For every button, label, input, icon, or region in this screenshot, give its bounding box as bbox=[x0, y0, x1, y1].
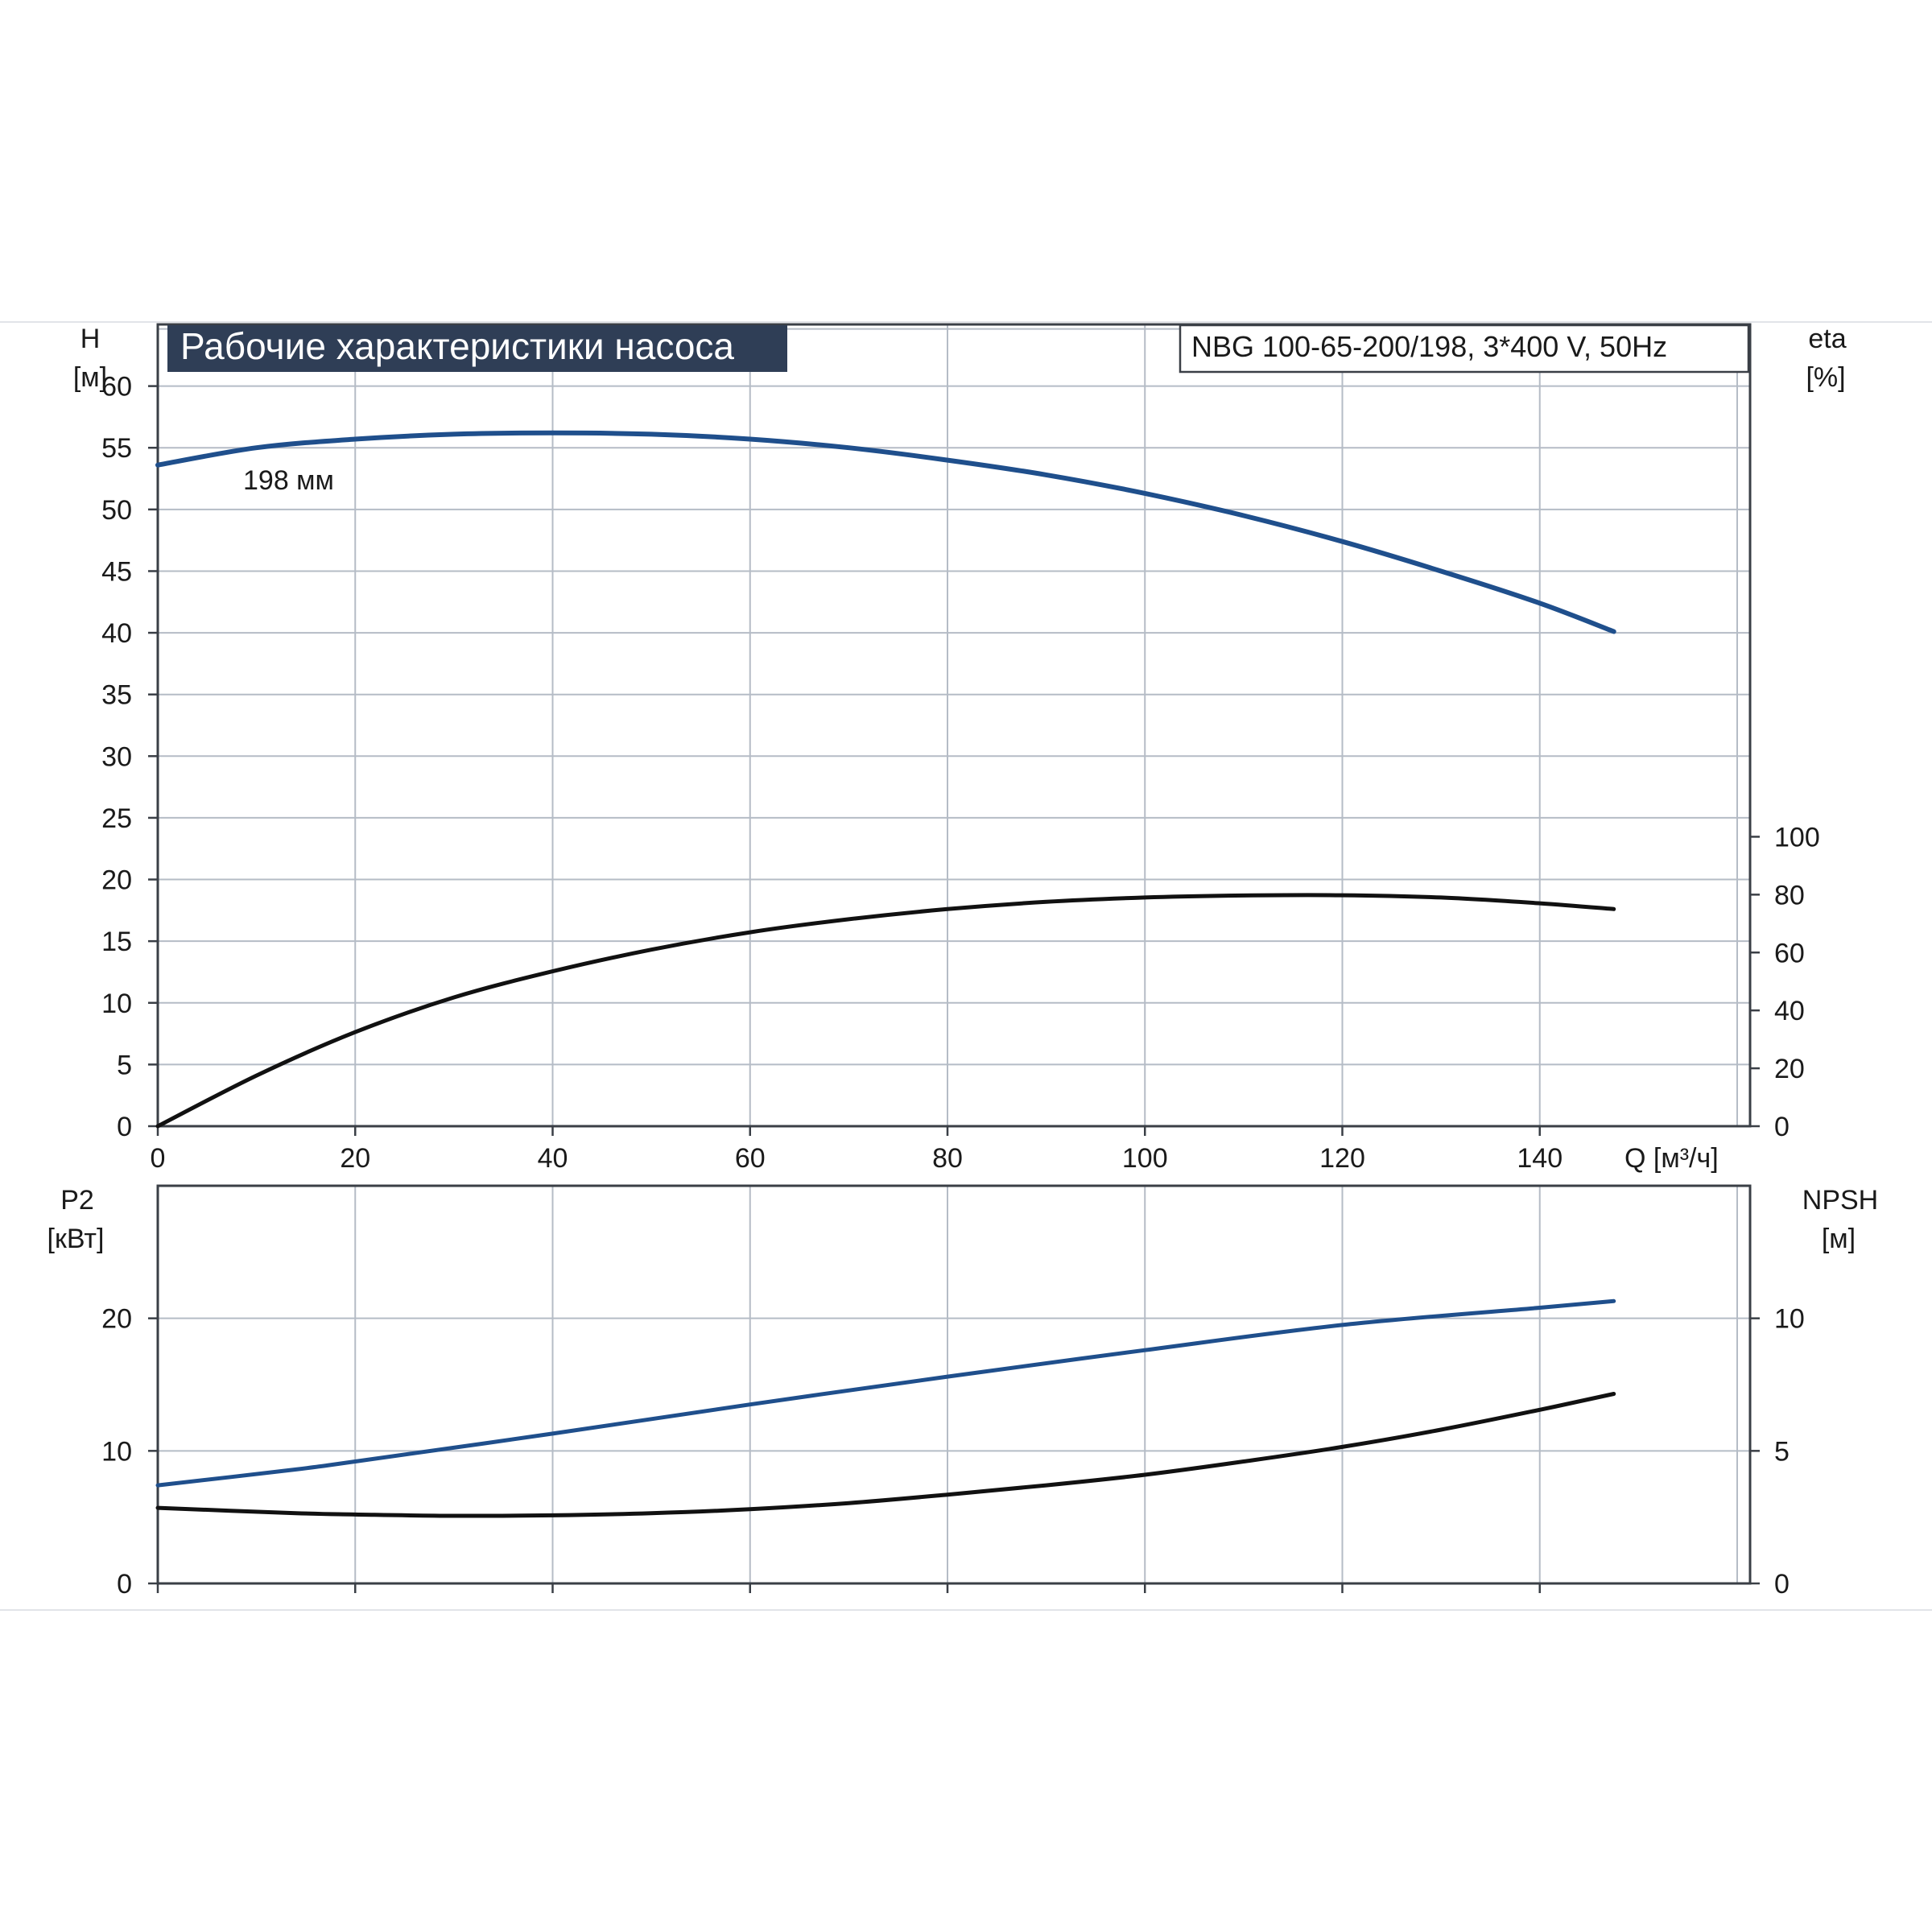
eta-axis-unit: [%] bbox=[1806, 362, 1845, 393]
left-tick-label: 10 bbox=[101, 1436, 132, 1467]
right-tick-label: 80 bbox=[1774, 880, 1805, 910]
lower-grid bbox=[158, 1185, 1750, 1583]
npsh-curve bbox=[155, 1392, 1616, 1518]
left-tick-label: 50 bbox=[101, 495, 132, 526]
x-tick-label: 40 bbox=[538, 1143, 568, 1174]
impeller-curve-label: 198 мм bbox=[243, 465, 334, 496]
x-tick-label: 0 bbox=[151, 1143, 166, 1174]
right-tick-label: 10 bbox=[1774, 1304, 1805, 1335]
left-tick-label: 45 bbox=[101, 556, 132, 587]
left-tick-label: 25 bbox=[101, 803, 132, 834]
right-tick-label: 20 bbox=[1774, 1054, 1805, 1084]
upper-tick-labels: 0 5 10 15 20 25 30 35 40 45 50 55 60 0 20 40 60 80 100 0 20 4… bbox=[101, 372, 1820, 1174]
x-tick-label: 80 bbox=[932, 1143, 963, 1174]
right-tick-label: 40 bbox=[1774, 996, 1805, 1026]
left-tick-label: 40 bbox=[101, 618, 132, 649]
h-axis-label: H bbox=[80, 324, 101, 354]
left-tick-label: 0 bbox=[117, 1569, 132, 1600]
npsh-axis-unit: [м] bbox=[1822, 1224, 1856, 1254]
q-axis-label: Q [м³/ч] bbox=[1624, 1143, 1719, 1174]
x-tick-label: 140 bbox=[1517, 1143, 1563, 1174]
left-tick-label: 30 bbox=[101, 741, 132, 772]
right-tick-label: 60 bbox=[1774, 938, 1805, 968]
right-tick-label: 0 bbox=[1774, 1569, 1790, 1600]
upper-plot-frame bbox=[156, 323, 1752, 1128]
head-curve bbox=[155, 430, 1616, 634]
title-box bbox=[167, 325, 787, 372]
left-tick-label: 0 bbox=[117, 1112, 132, 1142]
h-axis-unit: [м] bbox=[73, 362, 107, 393]
efficiency-curve bbox=[155, 893, 1616, 1129]
p2-axis-unit: [кВт] bbox=[47, 1224, 105, 1254]
left-tick-label: 60 bbox=[101, 372, 132, 402]
x-tick-label: 20 bbox=[340, 1143, 370, 1174]
left-tick-label: 5 bbox=[117, 1050, 132, 1080]
left-tick-label: 20 bbox=[101, 1304, 132, 1335]
eta-axis-label: eta bbox=[1808, 324, 1846, 354]
right-tick-label: 100 bbox=[1774, 822, 1820, 852]
right-tick-label: 0 bbox=[1774, 1112, 1790, 1142]
p2-axis-label: P2 bbox=[60, 1185, 94, 1216]
left-tick-label: 35 bbox=[101, 680, 132, 711]
chart-curves bbox=[155, 430, 1616, 1518]
x-tick-label: 60 bbox=[735, 1143, 766, 1174]
left-tick-label: 15 bbox=[101, 927, 132, 957]
x-tick-label: 100 bbox=[1122, 1143, 1168, 1174]
x-tick-label: 120 bbox=[1319, 1143, 1365, 1174]
model-label: NBG 100-65-200/198, 3*400 V, 50Hz bbox=[1191, 330, 1667, 363]
lower-plot-frame bbox=[156, 1184, 1752, 1585]
npsh-axis-label: NPSH bbox=[1802, 1185, 1878, 1216]
left-tick-label: 20 bbox=[101, 865, 132, 896]
lower-tick-labels: 0 10 20 0 5 10 bbox=[101, 1304, 1805, 1600]
chart-title: Рабочие характеристики насоса bbox=[180, 325, 734, 367]
left-tick-label: 55 bbox=[101, 433, 132, 464]
power-curve bbox=[155, 1298, 1616, 1488]
model-label-box bbox=[1179, 324, 1750, 374]
left-tick-label: 10 bbox=[101, 989, 132, 1019]
upper-grid bbox=[158, 324, 1750, 1126]
right-tick-label: 5 bbox=[1774, 1436, 1790, 1467]
